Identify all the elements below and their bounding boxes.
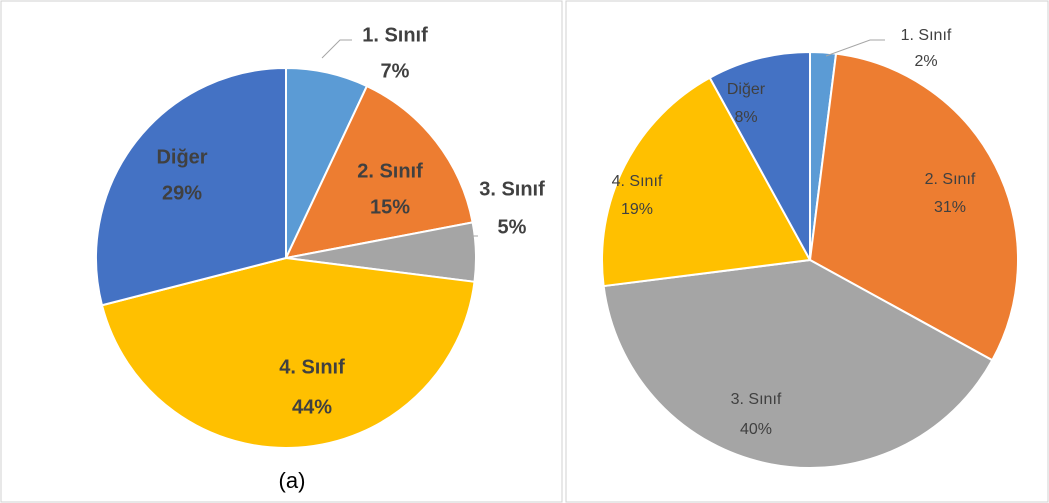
slice-label: 1. Sınıf — [901, 27, 952, 44]
slice-label: 4. Sınıf — [279, 356, 345, 378]
leader-line — [825, 39, 885, 57]
pie-slice — [284, 84, 474, 260]
slice-label: 1. Sınıf — [362, 24, 428, 46]
pie-slice — [808, 52, 1019, 362]
slice-label: Diğer — [727, 81, 766, 98]
panel-border — [0, 0, 563, 503]
slice-label: Diğer — [156, 146, 207, 168]
pie-slice — [95, 66, 287, 307]
slice-value-label: 8% — [734, 109, 757, 126]
slice-label: 3. Sınıf — [731, 391, 782, 408]
pie-slice — [708, 50, 811, 261]
leader-line — [321, 39, 352, 59]
slice-label: 2. Sınıf — [357, 160, 423, 182]
pie-slice — [100, 256, 476, 449]
caption: (a) — [279, 468, 306, 493]
slice-value-label: 19% — [621, 201, 653, 218]
slice-value-label: 31% — [934, 199, 966, 216]
slice-value-label: 44% — [292, 396, 332, 418]
slice-value-label: 15% — [370, 196, 410, 218]
slice-value-label: 2% — [914, 53, 937, 70]
leader-line — [469, 235, 478, 239]
slice-label: 3. Sınıf — [479, 178, 545, 200]
slice-label: 2. Sınıf — [925, 171, 976, 188]
panel-border — [565, 0, 1049, 503]
slice-value-label: 5% — [498, 216, 527, 238]
slice-value-label: 29% — [162, 182, 202, 204]
slice-value-label: 7% — [381, 60, 410, 82]
pie-slice — [602, 258, 994, 469]
slice-label: 4. Sınıf — [612, 173, 663, 190]
pie-slice — [601, 76, 812, 288]
slice-value-label: 40% — [740, 421, 772, 438]
